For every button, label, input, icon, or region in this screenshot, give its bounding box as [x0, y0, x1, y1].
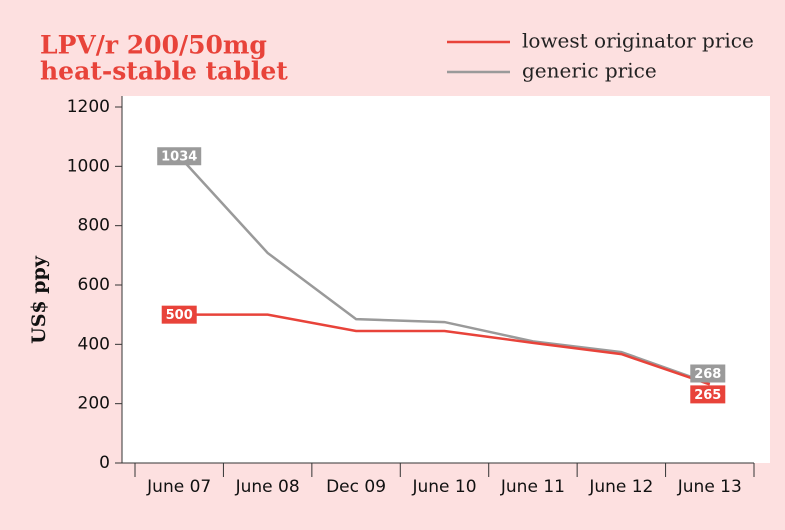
x-tick-label: June 12 [588, 477, 653, 497]
x-tick-label: June 11 [500, 477, 565, 497]
x-tick-label: Dec 09 [326, 477, 386, 497]
y-axis-label: US$ ppy [28, 255, 50, 344]
chart-title: heat-stable tablet [40, 57, 288, 86]
x-tick-label: June 13 [677, 477, 742, 497]
x-tick-label: June 07 [146, 477, 211, 497]
y-tick-label: 800 [78, 216, 110, 236]
data-label: 500 [166, 308, 193, 323]
data-label-box [161, 305, 197, 324]
legend-label: lowest originator price [522, 29, 754, 53]
legend-label: generic price [522, 59, 657, 83]
y-tick-label: 400 [78, 334, 110, 354]
y-tick-label: 600 [78, 275, 110, 295]
data-label: 268 [694, 367, 721, 382]
x-tick-label: June 08 [235, 477, 300, 497]
y-tick-label: 1200 [67, 97, 110, 117]
x-tick-label: June 10 [411, 477, 476, 497]
y-tick-label: 200 [78, 394, 110, 414]
data-label-box [690, 385, 726, 404]
data-label-box [157, 147, 202, 166]
data-label-box [690, 364, 726, 383]
plot-area [122, 96, 770, 463]
y-tick-label: 0 [99, 453, 110, 473]
chart-title: LPV/r 200/50mg [40, 31, 267, 60]
y-tick-label: 1000 [67, 156, 110, 176]
data-label: 1034 [161, 150, 197, 165]
series-line [178, 155, 711, 385]
series-line [179, 313, 711, 386]
data-label: 265 [694, 388, 721, 403]
